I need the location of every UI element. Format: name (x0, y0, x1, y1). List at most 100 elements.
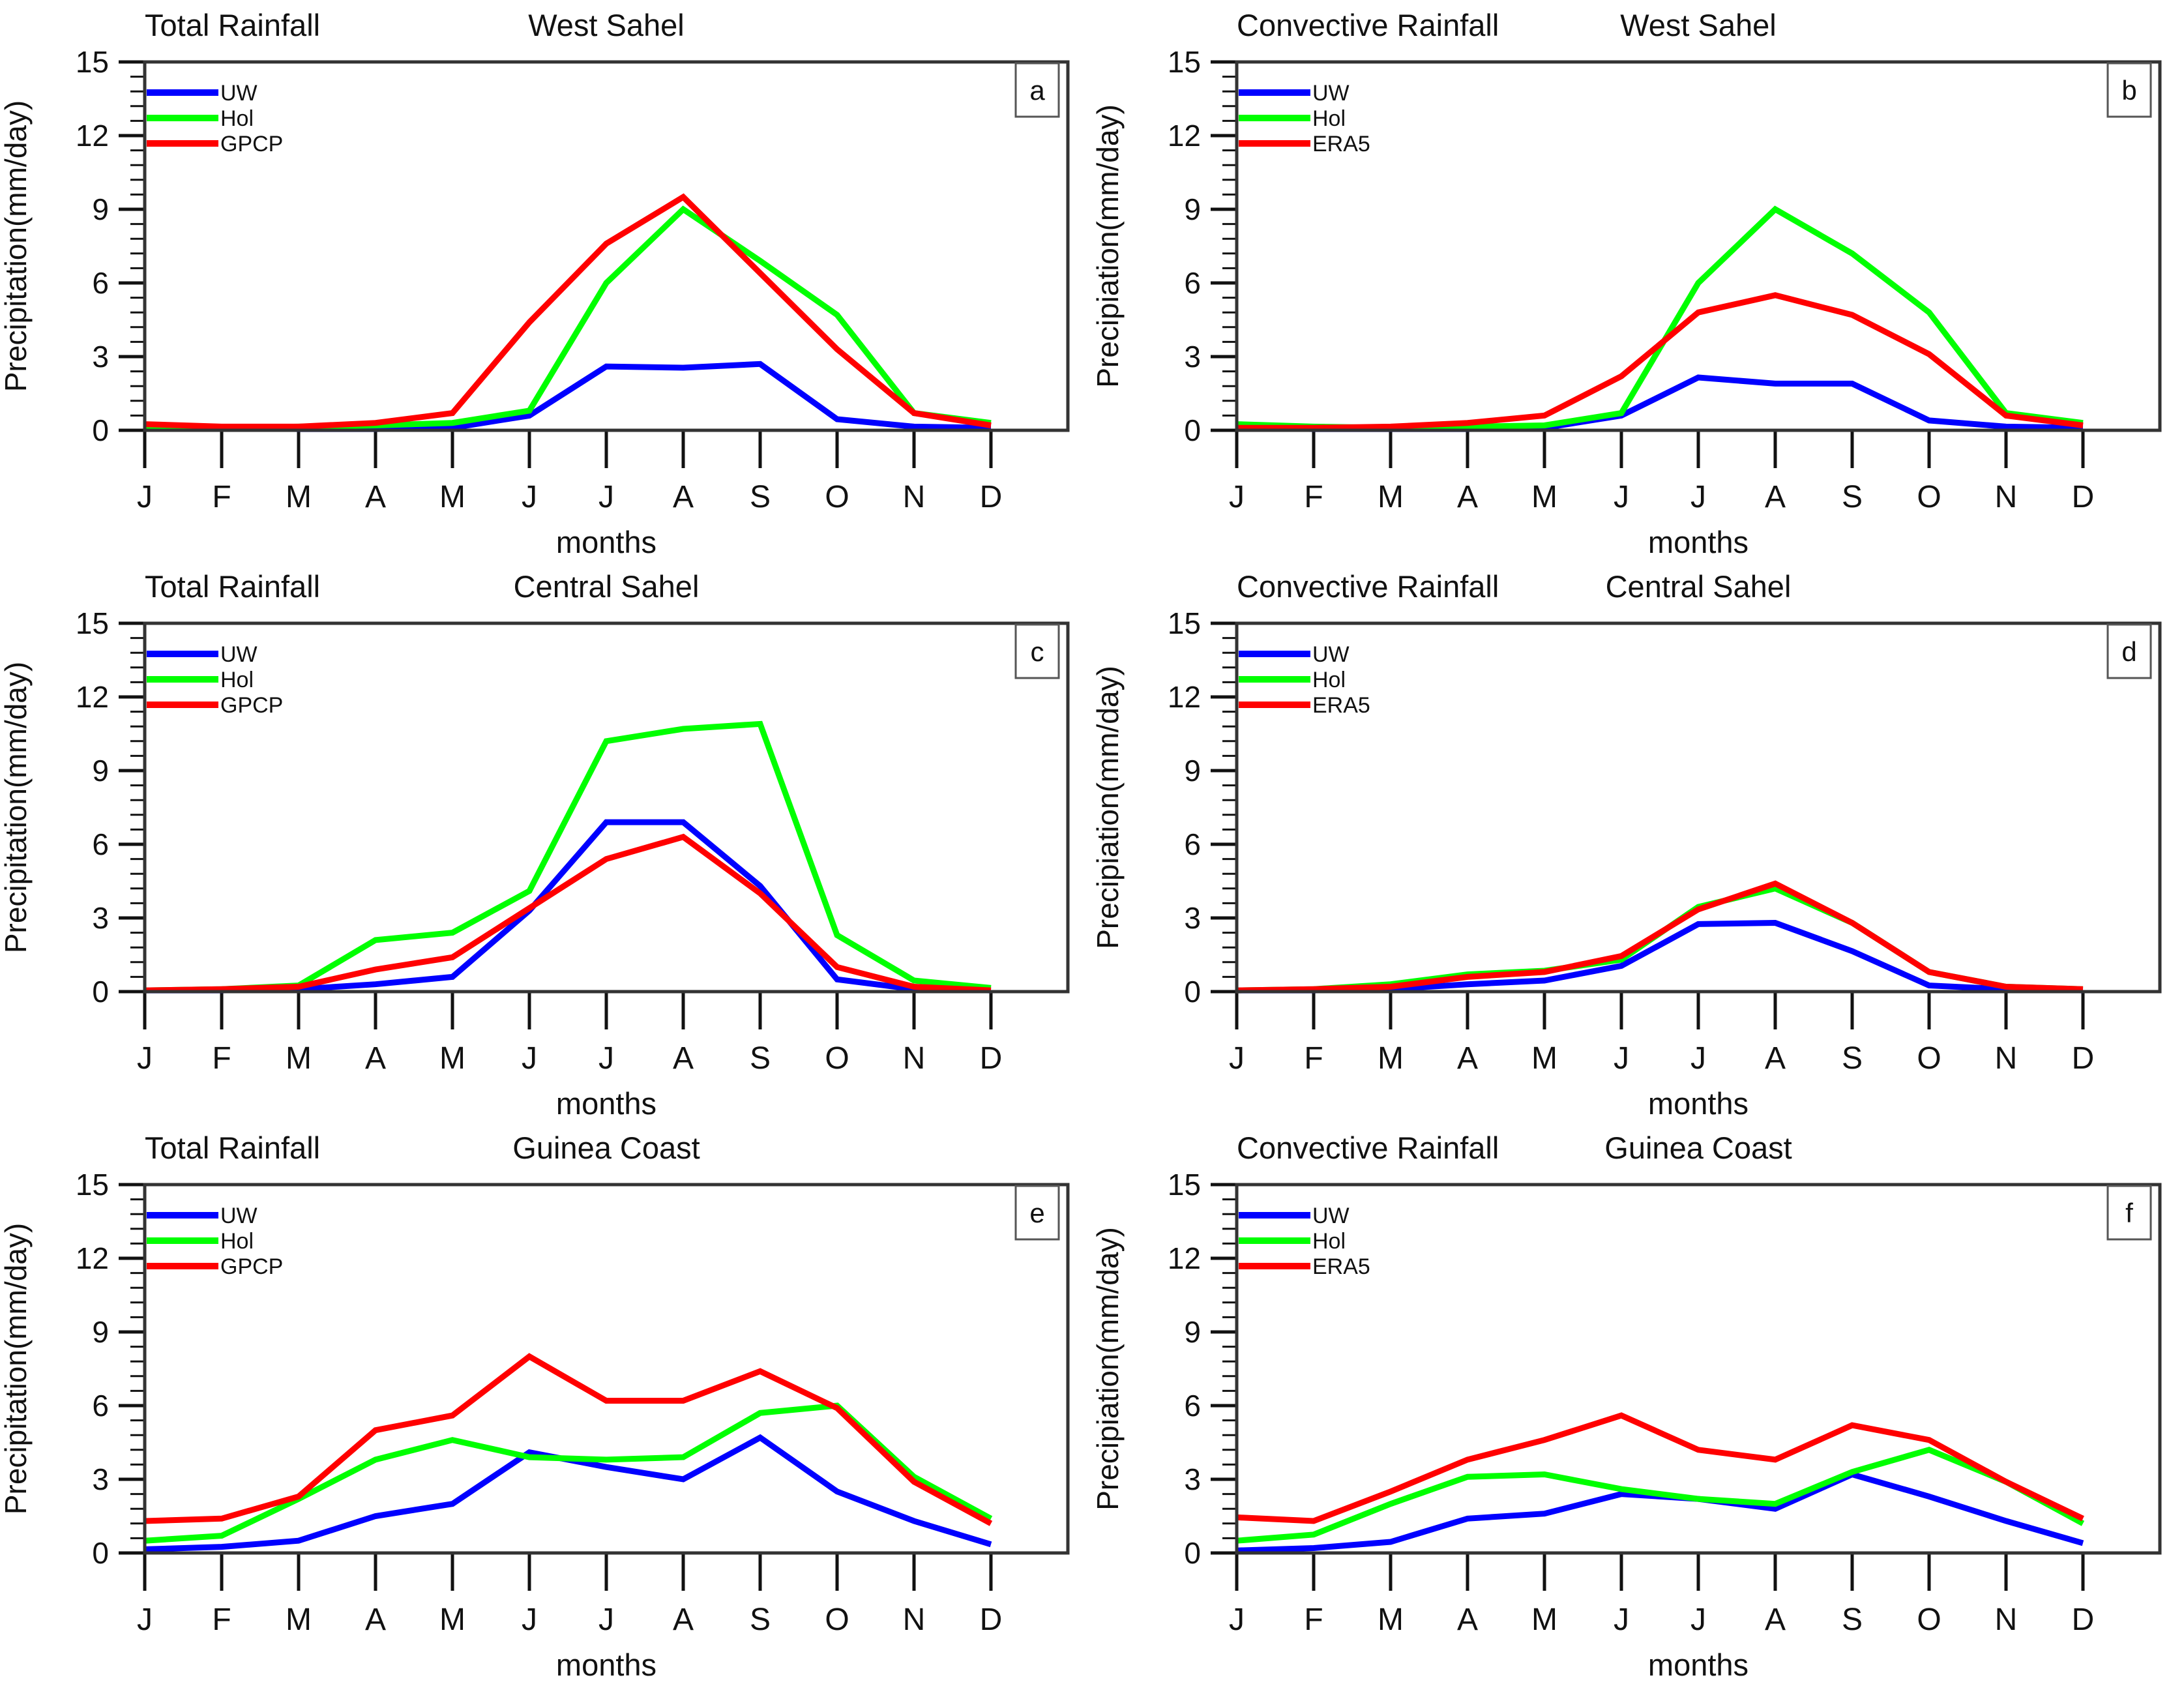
panel-letter-box (2106, 62, 2152, 118)
panel-title-center: West Sahel (528, 8, 684, 42)
month-label: N (903, 1603, 926, 1637)
plot-frame (1235, 1183, 2162, 1555)
legend-label-ERA5: ERA5 (1312, 132, 1370, 156)
legend-label-ERA5: ERA5 (1312, 1254, 1370, 1279)
y-tick-label: 6 (1184, 827, 1201, 861)
x-axis-label: months (1648, 1086, 1749, 1121)
month-label: A (1457, 480, 1478, 514)
plot-frame (1235, 621, 2162, 994)
month-label: J (522, 1603, 537, 1637)
panel-title-left: Convective Rainfall (1237, 569, 1499, 604)
legend-label-Hol: Hol (220, 106, 254, 131)
panel-letter: c (1031, 636, 1044, 667)
month-label: S (750, 480, 771, 514)
month-label: S (1842, 480, 1863, 514)
panel-e-chart: Total Rainfall Guinea Coast Precipitation(… (0, 1130, 1070, 1682)
y-axis-label: Precipitation(mm/day) (0, 100, 33, 392)
series-line-GPCP (144, 193, 992, 430)
legend-label-UW: UW (1312, 1204, 1350, 1228)
y-tick-label: 0 (1184, 975, 1201, 1009)
panel-b: Convective Rainfall West Sahel Precipiatio… (1092, 0, 2184, 561)
panel-letter: f (2125, 1198, 2133, 1228)
month-label: M (1378, 480, 1404, 514)
month-label: A (1765, 1603, 1786, 1637)
y-tick-label: 15 (1168, 45, 1201, 79)
series-line-ERA5 (1236, 880, 2084, 994)
month-label: A (1457, 1603, 1478, 1637)
y-tick-label: 3 (92, 901, 109, 935)
month-label: S (750, 1041, 771, 1076)
month-label: M (1378, 1041, 1404, 1076)
panel-f-chart: Convective Rainfall Guinea Coast Precipiat… (1092, 1130, 2162, 1682)
month-label: A (673, 480, 694, 514)
month-label: A (365, 1041, 386, 1076)
month-label: J (522, 1041, 537, 1076)
y-tick-label: 6 (92, 266, 109, 300)
y-tick-label: 9 (1184, 192, 1201, 226)
panel-a-chart: Total Rainfall West Sahel Precipitation(mm… (0, 8, 1070, 559)
y-tick-label: 9 (1184, 1315, 1201, 1349)
month-label: M (286, 1603, 312, 1637)
panel-letter-box (1014, 623, 1060, 679)
y-tick-label: 12 (76, 119, 109, 153)
month-label: S (1842, 1041, 1863, 1076)
month-label: F (1304, 1603, 1323, 1637)
panel-letter-box (1014, 62, 1060, 118)
panel-letter-box (1014, 1185, 1060, 1241)
legend-label-UW: UW (220, 81, 258, 106)
month-label: M (1531, 1041, 1557, 1076)
y-tick-label: 9 (1184, 754, 1201, 788)
month-label: J (598, 1041, 614, 1076)
series-line-Hol (144, 1402, 993, 1544)
month-label: N (903, 1041, 926, 1076)
x-axis-label: months (556, 525, 657, 559)
legend-label-Hol: Hol (1312, 106, 1346, 131)
plot-frame (143, 621, 1070, 994)
y-axis-label: Precipitation(mm/day) (0, 662, 33, 953)
month-label: O (825, 1041, 849, 1076)
panel-letter-box (2106, 1185, 2152, 1241)
month-label: F (212, 1041, 231, 1076)
y-tick-label: 12 (1168, 680, 1201, 714)
panel-e: Total Rainfall Guinea Coast Precipitation(… (0, 1123, 1092, 1684)
month-label: A (673, 1041, 694, 1076)
legend-label-Hol: Hol (220, 1229, 254, 1254)
panel-letter-box (2106, 623, 2152, 679)
plot-frame (1235, 60, 2162, 432)
plot-frame (143, 60, 1070, 432)
month-label: D (980, 1041, 1003, 1076)
y-tick-label: 9 (92, 754, 109, 788)
month-label: J (1229, 1041, 1245, 1076)
panel-title-left: Total Rainfall (145, 569, 320, 604)
month-label: M (286, 1041, 312, 1076)
month-label: J (522, 480, 537, 514)
month-label: N (1995, 1603, 2018, 1637)
series-line-Hol (144, 720, 992, 994)
series-line-UW (1236, 374, 2084, 432)
legend-label-UW: UW (220, 1204, 258, 1228)
legend-label-UW: UW (1312, 642, 1350, 667)
y-tick-label: 9 (92, 192, 109, 226)
month-label: M (1378, 1603, 1404, 1637)
month-label: D (2072, 480, 2095, 514)
month-label: A (365, 1603, 386, 1637)
month-label: J (1614, 480, 1629, 514)
month-label: O (1917, 1041, 1941, 1076)
month-label: J (1614, 1603, 1629, 1637)
y-tick-label: 6 (92, 827, 109, 861)
panel-b-chart: Convective Rainfall West Sahel Precipiatio… (1092, 8, 2162, 559)
month-label: M (286, 480, 312, 514)
y-tick-label: 0 (92, 975, 109, 1009)
y-axis-label: Precipiation(mm/day) (1092, 104, 1125, 388)
month-label: O (1917, 1603, 1941, 1637)
y-axis-label: Precipiation(mm/day) (1092, 1227, 1125, 1511)
panel-title-left: Total Rainfall (145, 8, 320, 42)
month-label: N (1995, 1041, 2018, 1076)
legend-label-UW: UW (1312, 81, 1350, 106)
series-line-GPCP (144, 1353, 993, 1526)
y-tick-label: 12 (1168, 1241, 1201, 1275)
month-label: O (1917, 480, 1941, 514)
x-axis-label: months (556, 1086, 657, 1121)
x-axis-label: months (556, 1647, 657, 1682)
month-label: N (1995, 480, 2018, 514)
